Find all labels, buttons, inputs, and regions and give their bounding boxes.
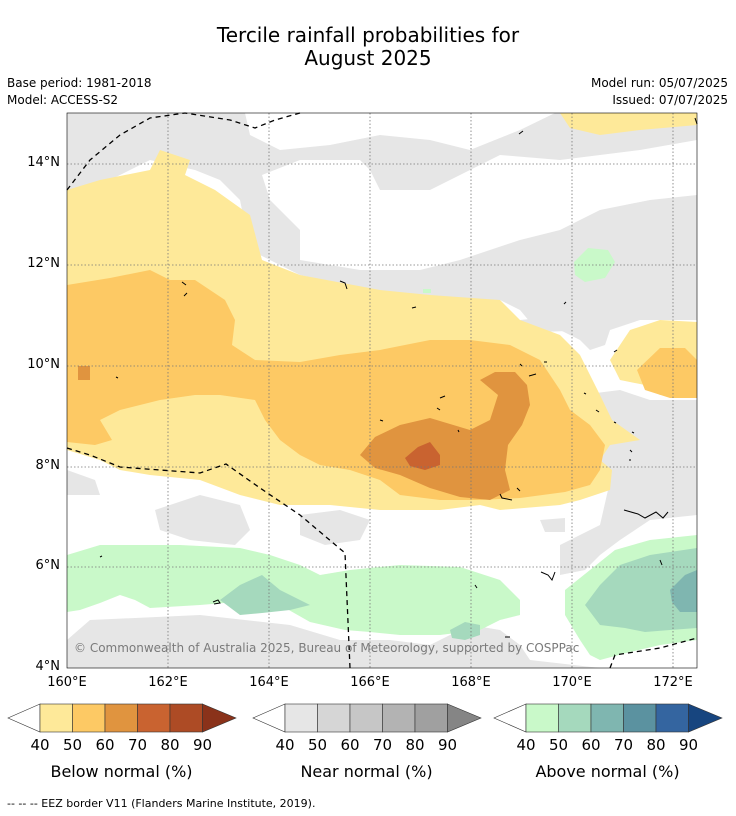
issued-date: Issued: 07/07/2025 (612, 93, 728, 107)
colorbar-label-above: Above normal (%) (535, 762, 680, 781)
colorbar-tick: 80 (646, 736, 666, 754)
colorbar-below-normal (7, 703, 237, 733)
lat-label: 8°N (35, 458, 61, 473)
map-title-line1: Tercile rainfall probabilities for (216, 23, 520, 47)
base-period: Base period: 1981-2018 (7, 76, 152, 90)
above-normal-40-50 (574, 248, 615, 282)
model-run: Model run: 05/07/2025 (590, 76, 728, 90)
lon-label: 166°E (350, 675, 390, 690)
below-normal-40-50 (560, 113, 697, 135)
map-title-line2: August 2025 (304, 46, 432, 70)
colorbar-tick: 40 (30, 736, 50, 754)
near-normal-region (300, 510, 370, 545)
eez-legend-footnote: -- -- -- EEZ border V11 (Flanders Marine… (7, 797, 316, 810)
colorbar-label-near: Near normal (%) (300, 762, 433, 781)
colorbar-tick: 50 (62, 736, 83, 754)
colorbar-tick: 80 (405, 736, 425, 754)
lon-label: 160°E (47, 675, 87, 690)
colorbar-above-normal (493, 703, 723, 733)
colorbar-tick: 50 (307, 736, 328, 754)
near-normal-region (540, 518, 565, 532)
colorbar-tick: 50 (548, 736, 569, 754)
colorbar-tick: 70 (127, 736, 148, 754)
above-normal-50-60 (585, 548, 697, 632)
copyright-notice: © Commonwealth of Australia 2025, Bureau… (74, 641, 580, 655)
below-normal-60-70 (78, 366, 90, 380)
colorbar-tick: 40 (516, 736, 536, 754)
lon-label: 162°E (148, 675, 188, 690)
lon-label: 172°E (653, 675, 693, 690)
below-normal-60-70 (360, 372, 530, 500)
colorbar-tick: 70 (613, 736, 634, 754)
probability-field (67, 113, 697, 668)
above-normal-60-70 (670, 570, 697, 612)
colorbar-near-normal (252, 703, 482, 733)
above-normal-40-50 (67, 545, 520, 635)
colorbar-tick: 90 (192, 736, 213, 754)
colorbar-tick: 60 (95, 736, 115, 754)
below-normal-70-80 (405, 442, 440, 470)
lat-label: 6°N (35, 558, 61, 573)
colorbar-label-below: Below normal (%) (50, 762, 193, 781)
lon-label: 170°E (552, 675, 592, 690)
colorbar-tick: 90 (437, 736, 458, 754)
colorbar-tick: 90 (678, 736, 699, 754)
below-normal-50-60 (637, 348, 697, 398)
lon-label: 168°E (451, 675, 491, 690)
colorbar-tick: 60 (581, 736, 601, 754)
model-name: Model: ACCESS-S2 (7, 93, 119, 107)
above-normal-40-50 (423, 289, 431, 293)
above-normal-50-60 (220, 575, 310, 615)
lat-label: 4°N (35, 659, 61, 674)
colorbar-tick: 70 (372, 736, 393, 754)
near-normal-region (67, 470, 100, 495)
near-normal-region (67, 113, 697, 350)
colorbar-tick: 40 (275, 736, 295, 754)
lat-label: 12°N (27, 256, 60, 271)
gridlines (67, 113, 697, 668)
lat-label: 10°N (27, 357, 60, 372)
colorbar-tick: 60 (340, 736, 360, 754)
near-normal-region (155, 495, 250, 545)
colorbar-tick: 80 (160, 736, 180, 754)
lat-label: 14°N (27, 155, 60, 170)
islands (99, 117, 698, 638)
map-frame (66, 112, 698, 669)
above-normal-50-60 (450, 622, 480, 640)
lon-label: 164°E (249, 675, 289, 690)
